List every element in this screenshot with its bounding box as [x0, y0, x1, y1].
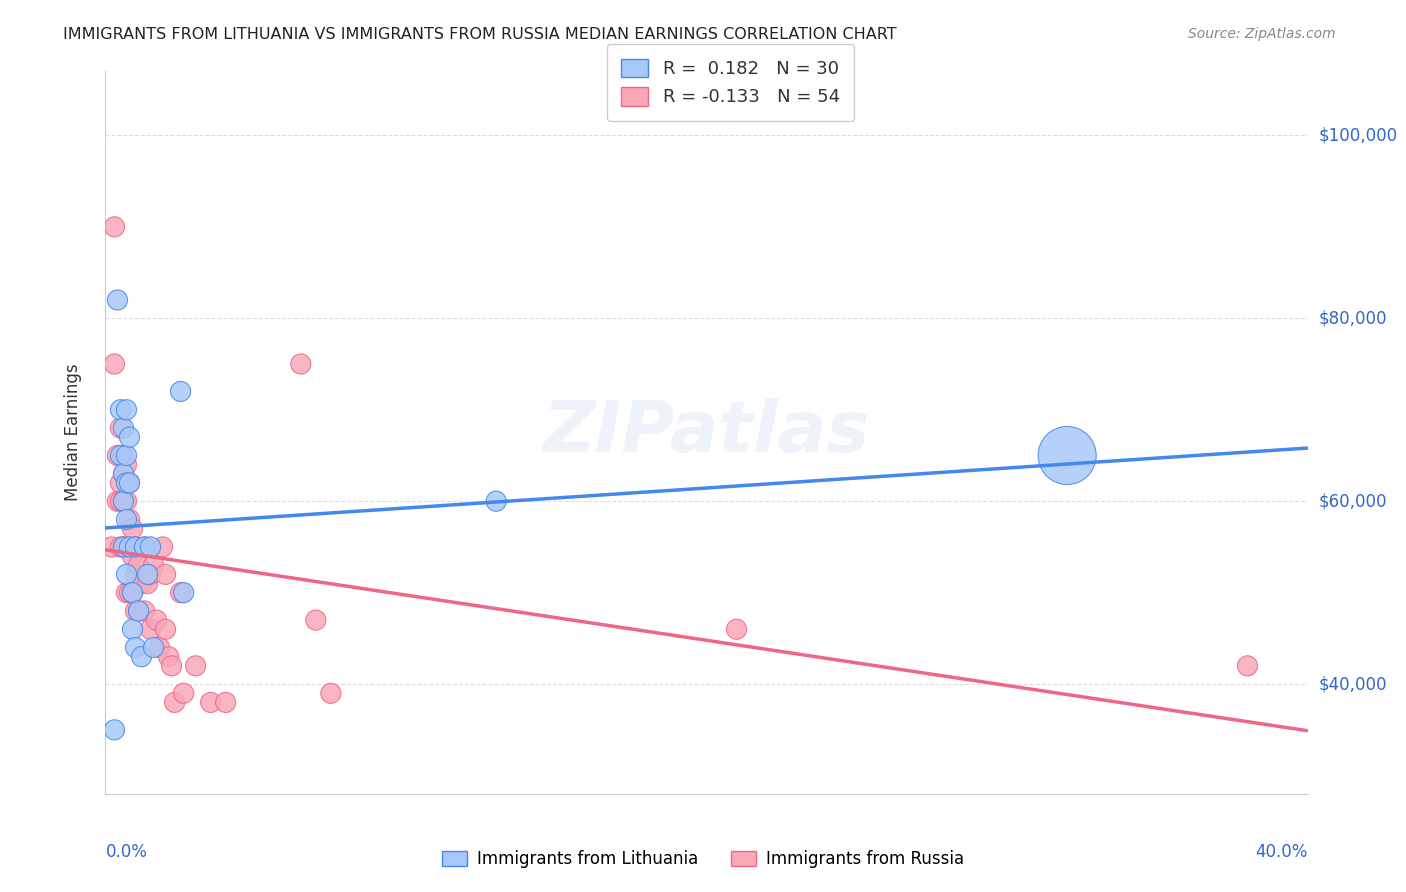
Point — [121, 585, 143, 599]
Point — [110, 421, 132, 435]
Point — [121, 585, 143, 599]
Point — [145, 613, 167, 627]
Point — [124, 640, 146, 655]
Point — [319, 686, 342, 700]
Point — [142, 640, 165, 655]
Text: $80,000: $80,000 — [1319, 310, 1388, 327]
Point — [110, 494, 132, 508]
Point — [112, 421, 135, 435]
Point — [305, 613, 328, 627]
Point — [136, 567, 159, 582]
Point — [124, 567, 146, 582]
Point — [155, 622, 177, 636]
Point — [173, 686, 195, 700]
Legend: R =  0.182   N = 30, R = -0.133   N = 54: R = 0.182 N = 30, R = -0.133 N = 54 — [607, 45, 855, 121]
Point — [118, 475, 141, 490]
Point — [115, 475, 138, 490]
Point — [103, 357, 125, 371]
Point — [142, 558, 165, 573]
Point — [118, 540, 141, 554]
Point — [112, 540, 135, 554]
Point — [124, 540, 146, 554]
Point — [118, 585, 141, 599]
Point — [112, 494, 135, 508]
Point — [290, 357, 312, 371]
Text: $40,000: $40,000 — [1319, 675, 1388, 693]
Point — [134, 540, 156, 554]
Point — [121, 522, 143, 536]
Point — [115, 585, 138, 599]
Point — [1236, 658, 1258, 673]
Point — [124, 540, 146, 554]
Text: $100,000: $100,000 — [1319, 127, 1398, 145]
Point — [121, 549, 143, 563]
Point — [115, 567, 138, 582]
Point — [139, 567, 162, 582]
Text: 40.0%: 40.0% — [1256, 843, 1308, 861]
Point — [155, 567, 177, 582]
Point — [118, 512, 141, 526]
Point — [107, 293, 129, 307]
Point — [121, 622, 143, 636]
Point — [118, 430, 141, 444]
Point — [131, 649, 153, 664]
Text: ZIPatlas: ZIPatlas — [543, 398, 870, 467]
Point — [110, 540, 132, 554]
Point — [107, 449, 129, 463]
Point — [107, 494, 129, 508]
Point — [115, 494, 138, 508]
Point — [169, 585, 191, 599]
Point — [152, 540, 174, 554]
Point — [115, 458, 138, 472]
Point — [725, 622, 748, 636]
Point — [485, 494, 508, 508]
Point — [139, 540, 162, 554]
Point — [115, 540, 138, 554]
Text: 0.0%: 0.0% — [105, 843, 148, 861]
Point — [128, 604, 150, 618]
Point — [110, 449, 132, 463]
Point — [173, 585, 195, 599]
Point — [136, 576, 159, 591]
Point — [163, 695, 186, 709]
Point — [118, 475, 141, 490]
Legend: Immigrants from Lithuania, Immigrants from Russia: Immigrants from Lithuania, Immigrants fr… — [434, 844, 972, 875]
Point — [214, 695, 236, 709]
Y-axis label: Median Earnings: Median Earnings — [63, 364, 82, 501]
Text: Source: ZipAtlas.com: Source: ZipAtlas.com — [1188, 27, 1336, 41]
Point — [128, 604, 150, 618]
Text: $60,000: $60,000 — [1319, 492, 1388, 510]
Point — [112, 540, 135, 554]
Point — [112, 467, 135, 481]
Point — [1056, 449, 1078, 463]
Point — [103, 219, 125, 234]
Point — [103, 723, 125, 737]
Point — [148, 640, 170, 655]
Point — [112, 449, 135, 463]
Point — [100, 540, 122, 554]
Point — [115, 449, 138, 463]
Point — [160, 658, 183, 673]
Point — [128, 558, 150, 573]
Point — [184, 658, 207, 673]
Point — [112, 494, 135, 508]
Point — [131, 576, 153, 591]
Point — [169, 384, 191, 399]
Point — [134, 604, 156, 618]
Point — [110, 402, 132, 417]
Point — [118, 540, 141, 554]
Text: IMMIGRANTS FROM LITHUANIA VS IMMIGRANTS FROM RUSSIA MEDIAN EARNINGS CORRELATION : IMMIGRANTS FROM LITHUANIA VS IMMIGRANTS … — [63, 27, 897, 42]
Point — [139, 622, 162, 636]
Point — [200, 695, 222, 709]
Point — [124, 604, 146, 618]
Point — [115, 402, 138, 417]
Point — [110, 475, 132, 490]
Point — [115, 512, 138, 526]
Point — [134, 540, 156, 554]
Point — [112, 467, 135, 481]
Point — [157, 649, 180, 664]
